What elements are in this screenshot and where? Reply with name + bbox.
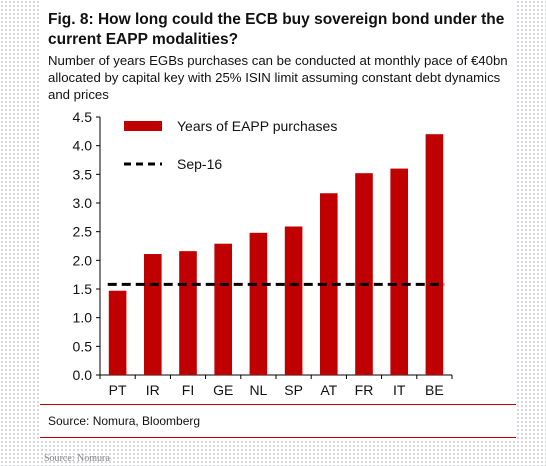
page-footnote: Source: Nomura: [44, 453, 110, 464]
y-tick-label: 1.5: [73, 281, 93, 297]
figure-title: Fig. 8: How long could the ECB buy sover…: [48, 11, 505, 48]
x-tick-label: PT: [109, 382, 127, 398]
x-tick-label: IR: [146, 382, 160, 398]
legend-label-bars: Years of EAPP purchases: [177, 118, 337, 134]
bar: [214, 243, 232, 375]
y-tick-label: 3.0: [73, 195, 93, 211]
legend-swatch-bars: [124, 121, 162, 131]
bar: [179, 251, 197, 375]
bar: [355, 173, 373, 375]
bottom-divider: [40, 437, 516, 438]
x-tick-label: BE: [425, 382, 444, 398]
bar: [249, 232, 268, 375]
y-tick-label: 2.0: [73, 252, 93, 268]
y-tick-label: 2.5: [73, 224, 93, 240]
y-tick-label: 3.5: [73, 166, 93, 182]
x-tick-label: IT: [393, 382, 406, 398]
x-tick-label: AT: [320, 382, 337, 398]
x-tick-label: FR: [355, 382, 374, 398]
y-tick-label: 0.0: [73, 367, 93, 383]
x-tick-label: NL: [249, 382, 267, 398]
source-note: Source: Nomura, Bloomberg: [48, 414, 201, 428]
bar-chart: 0.0 0.5 1.0 1.5 2.0 2.5 3.0 3.5 4.0 4.5 PT IR FI GE NL…: [73, 109, 453, 398]
bar: [320, 193, 338, 375]
figure-card: Fig. 8: How long could the ECB buy sover…: [40, 0, 516, 440]
bar: [390, 168, 408, 375]
bar: [284, 226, 303, 375]
bar: [425, 134, 444, 375]
bar: [108, 290, 127, 375]
legend-label-sep16: Sep-16: [177, 156, 222, 172]
figure-subtitle: Number of years EGBs purchases can be co…: [48, 53, 508, 102]
source-divider: [40, 404, 516, 405]
y-tick-label: 4.0: [73, 138, 93, 154]
y-tick-label: 0.5: [73, 338, 93, 354]
x-tick-label: SP: [284, 382, 303, 398]
y-tick-label: 1.0: [73, 310, 93, 326]
y-tick-label: 4.5: [73, 109, 93, 125]
x-tick-label: FI: [182, 382, 194, 398]
x-tick-label: GE: [213, 382, 233, 398]
bar: [144, 254, 162, 375]
